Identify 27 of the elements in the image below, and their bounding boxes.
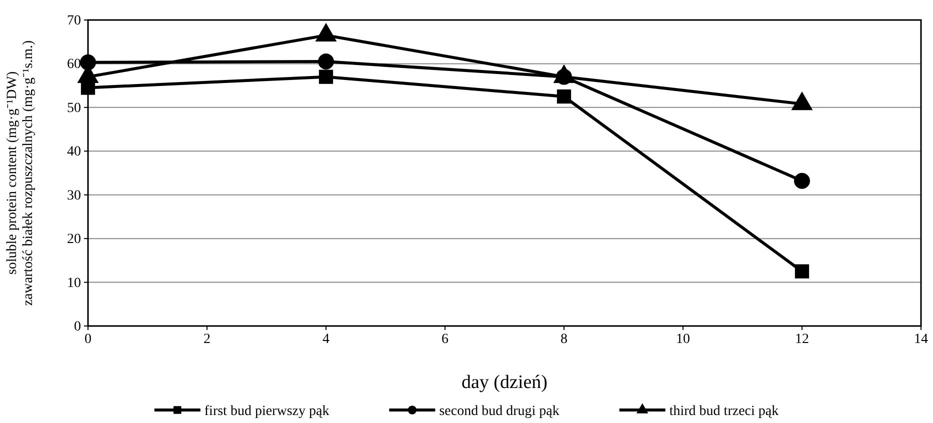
x-tick-label: 6	[442, 332, 448, 347]
y-tick-label: 40	[67, 144, 81, 160]
y-tick-label: 10	[67, 276, 81, 291]
x-tick-label: 0	[84, 332, 92, 347]
y-axis-title: soluble protein content (mg·g⁻¹DW) zawartość białek rozpuszczalnych (mg·g⁻¹s.m.)	[5, 40, 36, 306]
point	[794, 172, 810, 189]
x-tick-label: 2	[204, 332, 210, 347]
y-tick-label: 70	[67, 13, 81, 28]
point	[794, 264, 810, 278]
x-tick-label: 4	[322, 332, 330, 347]
y-tick-label: 60	[67, 57, 81, 72]
y-tick-label: 20	[67, 232, 81, 248]
point	[318, 54, 334, 70]
x-axis-title: day (dzień)	[462, 372, 548, 393]
legend-label: second bud drugi pąk	[439, 404, 560, 419]
legend-label: first bud pierwszy pąk	[204, 404, 330, 419]
legend-label: third bud trzeci pąk	[669, 404, 779, 419]
x-tick-label: 8	[560, 332, 568, 347]
y-tick-label: 50	[67, 100, 81, 116]
x-tick-label: 10	[676, 332, 690, 347]
x-tick-label: 12	[795, 332, 809, 347]
point	[556, 89, 572, 104]
x-tick-label: 14	[914, 332, 928, 347]
y-tick-label: 30	[67, 188, 81, 204]
point	[80, 54, 96, 70]
point	[318, 70, 334, 84]
y-tick-label: 0	[74, 319, 81, 334]
